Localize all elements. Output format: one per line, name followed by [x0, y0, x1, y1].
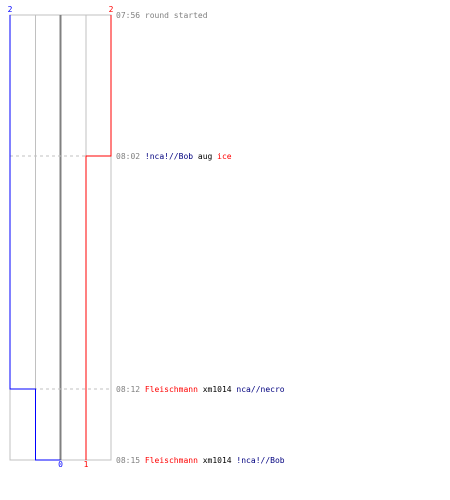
- event-row: 07:56 round started: [116, 11, 208, 21]
- event-text: aug: [193, 152, 218, 161]
- event-text: Fleischmann: [144, 385, 198, 394]
- blue-score-line: [9, 15, 61, 461]
- red-score-line: [85, 15, 112, 460]
- event-row: 08:02 !nca!//Bob aug ice: [116, 152, 232, 162]
- event-row: 08:12 Fleischmann xm1014 nca//necro: [116, 385, 285, 395]
- event-text: !nca!//Bob: [144, 152, 194, 161]
- event-time: 08:15: [116, 456, 145, 465]
- event-text: xm1014: [197, 385, 237, 394]
- event-time: 08:12: [116, 385, 145, 394]
- event-text: xm1014: [197, 456, 237, 465]
- event-text: nca//necro: [236, 385, 285, 394]
- event-text: !nca!//Bob: [236, 456, 285, 465]
- top-label-red: 2: [109, 5, 114, 14]
- top-label-blue: 2: [8, 5, 13, 14]
- bottom-label-one: 1: [84, 460, 89, 469]
- event-time: 07:56: [116, 11, 145, 20]
- bottom-label-zero: 0: [58, 460, 63, 469]
- event-text: round started: [144, 11, 208, 20]
- event-text: Fleischmann: [144, 456, 198, 465]
- event-time: 08:02: [116, 152, 145, 161]
- event-text: ice: [217, 152, 232, 161]
- event-row: 08:15 Fleischmann xm1014 !nca!//Bob: [116, 456, 285, 466]
